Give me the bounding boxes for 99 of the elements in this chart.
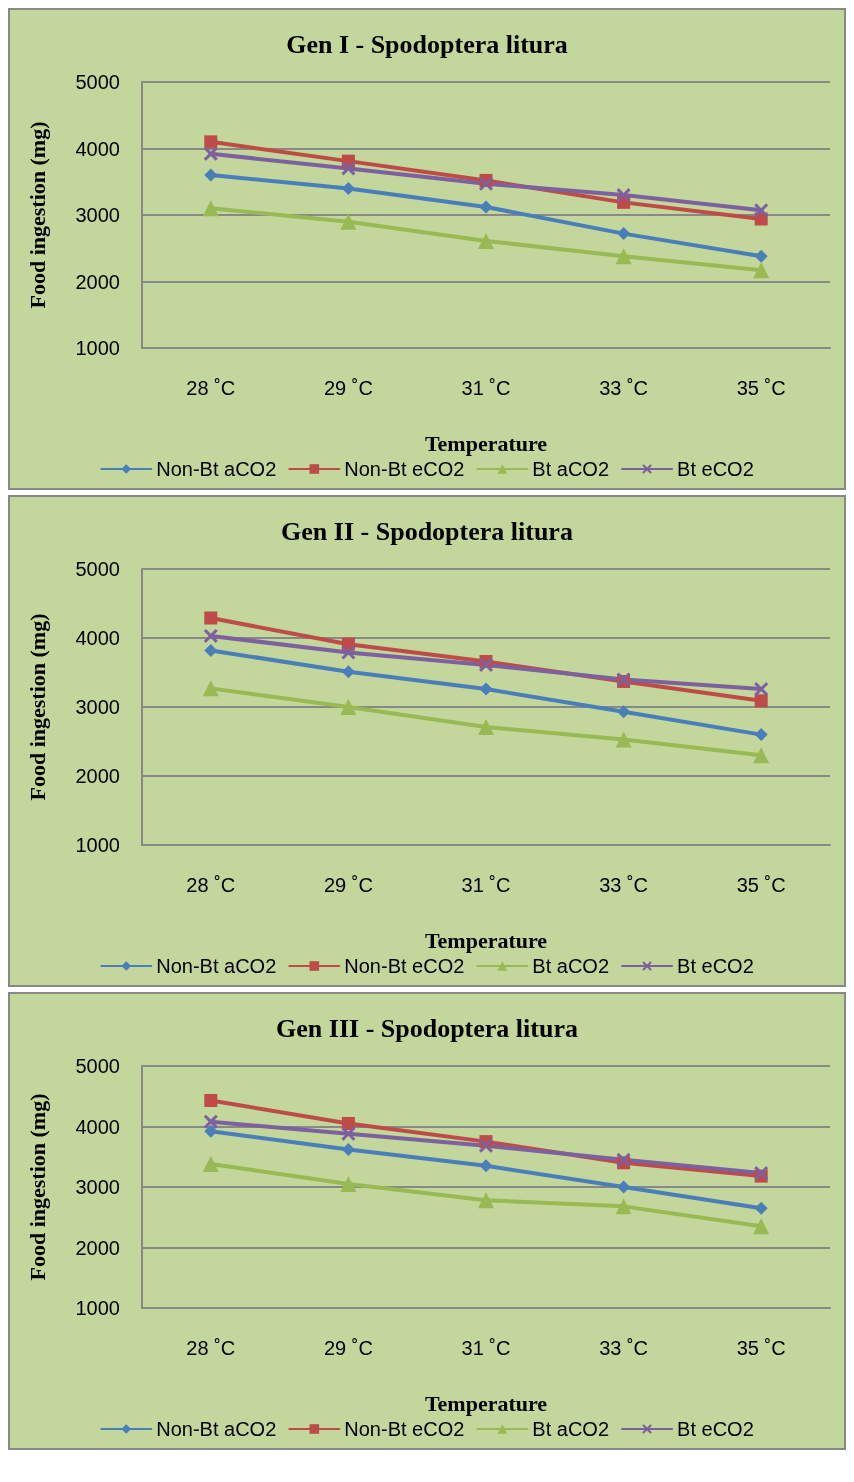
chart-title: Gen III - Spodoptera litura <box>276 1013 578 1043</box>
point <box>617 705 631 719</box>
y-tick-label: 1000 <box>75 337 120 359</box>
y-tick-label: 5000 <box>75 1055 120 1077</box>
legend-label: Non-Bt aCO2 <box>156 955 277 977</box>
point <box>754 203 769 218</box>
point <box>202 1156 219 1173</box>
x-tick-label: 28 ˚C <box>186 874 236 896</box>
x-tick-label: 35 ˚C <box>736 1337 786 1359</box>
x-tick-label: 29 ˚C <box>323 1337 373 1359</box>
legend-label: Bt eCO2 <box>677 458 754 480</box>
point <box>615 731 632 748</box>
point <box>204 611 218 625</box>
point <box>203 628 218 643</box>
point <box>202 680 219 697</box>
x-tick-label: 33 ˚C <box>599 1337 649 1359</box>
x-tick-label: 28 ˚C <box>186 377 236 399</box>
point <box>341 181 355 195</box>
x-tick-label: 31 ˚C <box>461 1337 511 1359</box>
y-axis-title: Food ingestion (mg) <box>24 121 50 309</box>
y-tick-label: 3000 <box>75 696 120 718</box>
y-tick-label: 5000 <box>75 558 120 580</box>
point <box>616 1152 631 1167</box>
y-tick-label: 2000 <box>75 765 120 787</box>
x-tick-label: 35 ˚C <box>736 377 786 399</box>
legend-label: Non-Bt eCO2 <box>344 458 465 480</box>
y-tick-label: 1000 <box>75 1297 120 1319</box>
point <box>341 665 355 679</box>
point <box>754 694 768 708</box>
y-tick-label: 2000 <box>75 1236 120 1259</box>
y-tick-label: 1000 <box>75 834 120 856</box>
point <box>616 188 631 203</box>
point <box>479 176 493 191</box>
y-tick-label: 4000 <box>75 1115 120 1138</box>
y-tick-label: 5000 <box>75 71 120 93</box>
point <box>753 747 770 764</box>
point <box>204 1124 218 1138</box>
chart-title: Gen II - Spodoptera litura <box>281 516 573 546</box>
point <box>204 168 218 182</box>
point <box>478 719 494 736</box>
y-tick-label: 4000 <box>75 137 120 160</box>
legend-label: Non-Bt eCO2 <box>344 955 465 977</box>
point <box>753 262 770 279</box>
y-axis-title: Food ingestion (mg) <box>24 1093 50 1281</box>
x-tick-label: 33 ˚C <box>599 874 649 896</box>
y-tick-label: 2000 <box>75 270 120 293</box>
point <box>617 1180 631 1194</box>
point <box>341 161 356 176</box>
point <box>340 213 357 230</box>
point <box>341 1142 355 1156</box>
point <box>754 1201 768 1215</box>
legend-label: Bt aCO2 <box>532 955 610 977</box>
point <box>203 146 218 161</box>
x-tick-label: 31 ˚C <box>461 377 511 399</box>
x-tick-label: 28 ˚C <box>186 1337 236 1359</box>
point <box>204 643 218 657</box>
point <box>479 657 493 672</box>
point <box>479 1159 493 1173</box>
point <box>479 682 493 696</box>
point <box>341 645 356 660</box>
point <box>340 1175 357 1192</box>
x-axis-title: Temperature <box>424 430 548 456</box>
y-tick-label: 4000 <box>75 627 120 649</box>
point <box>615 248 632 265</box>
legend-label: Non-Bt aCO2 <box>156 458 277 480</box>
point <box>203 1114 218 1129</box>
point <box>204 1093 218 1107</box>
point <box>202 200 219 217</box>
x-tick-label: 35 ˚C <box>736 874 786 896</box>
point <box>341 1116 355 1130</box>
point <box>754 682 769 697</box>
y-tick-label: 3000 <box>75 1176 120 1198</box>
point <box>479 1138 493 1153</box>
point <box>754 728 768 742</box>
legend-label: Non-Bt aCO2 <box>156 1418 277 1440</box>
x-tick-label: 29 ˚C <box>323 377 373 399</box>
x-axis-title: Temperature <box>424 1390 548 1416</box>
point <box>478 232 494 249</box>
legend-label: Bt eCO2 <box>677 955 754 977</box>
chart-title: Gen I - Spodoptera litura <box>286 29 568 59</box>
legend-label: Bt eCO2 <box>677 1418 754 1440</box>
point <box>754 249 768 263</box>
x-tick-label: 29 ˚C <box>323 874 373 896</box>
y-axis-title: Food ingestion (mg) <box>24 613 50 801</box>
point <box>341 1126 356 1141</box>
point <box>617 227 631 241</box>
point <box>615 1198 632 1215</box>
point <box>340 699 357 715</box>
legend-label: Non-Bt eCO2 <box>344 1418 465 1440</box>
x-tick-label: 33 ˚C <box>599 377 649 399</box>
x-tick-label: 31 ˚C <box>461 874 511 896</box>
point <box>753 1218 770 1235</box>
y-tick-label: 3000 <box>75 204 120 226</box>
legend-label: Bt aCO2 <box>532 1418 610 1440</box>
point <box>479 200 493 214</box>
point <box>478 1192 494 1209</box>
point <box>204 135 218 149</box>
x-axis-title: Temperature <box>424 927 548 953</box>
legend-label: Bt aCO2 <box>532 458 610 480</box>
